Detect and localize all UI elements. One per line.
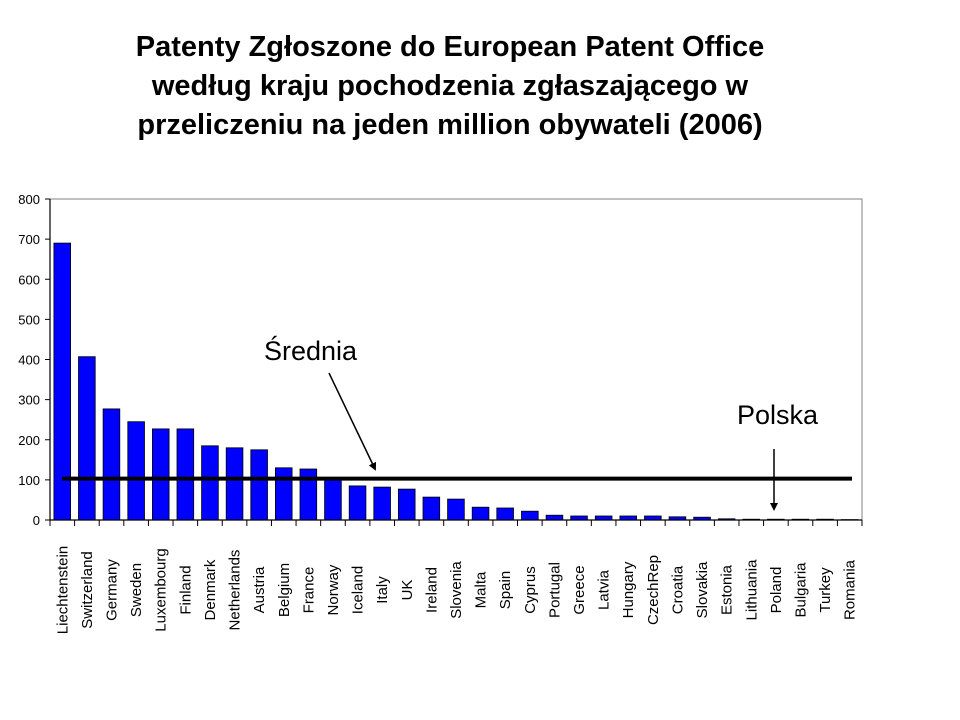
x-tick-label: Ireland [423,567,440,613]
x-tick-label: Bulgaria [792,562,809,618]
y-tick-label: 400 [18,353,40,368]
x-tick-label: Liechtenstein [54,546,71,634]
y-tick-label: 600 [18,272,40,287]
bar-uk [397,488,416,521]
bar-luxembourg [151,428,170,521]
bar-spain [496,507,514,521]
x-tick-label: Austria [251,566,268,613]
bar-austria [250,449,268,521]
x-tick-label: Hungary [620,561,637,618]
x-tick-label: Turkey [817,567,834,613]
y-tick-label: 800 [18,192,40,207]
bar-slovenia [447,498,465,521]
average-annotation-label: Średnia [264,334,358,366]
bar-italy [373,486,391,521]
y-tick-label: 300 [18,393,40,408]
y-tick-label: 0 [33,513,40,528]
x-tick-label: Denmark [202,559,219,620]
x-tick-label: France [300,567,317,614]
x-tick-label: CzechRep [645,555,662,625]
x-tick-label: Latvia [596,569,613,610]
y-tick-label: 100 [18,473,40,488]
x-tick-label: UK [399,580,416,601]
x-tick-label: Poland [768,567,785,614]
plot-area-border [49,198,863,521]
x-tick-label: Germany [104,559,121,621]
y-axis: 0 100 200 300 400 500 600 700 800 [18,192,51,528]
x-tick-label: Cyprus [522,566,539,614]
x-tick-label: Slovakia [694,561,711,618]
bar-netherlands [225,447,244,521]
bar-ireland [422,496,441,521]
x-tick-label: Portugal [546,562,563,618]
x-tick-label: Norway [325,564,342,615]
y-tick-label: 500 [18,312,40,327]
bar-portugal [545,514,564,521]
x-tick-label: Luxembourg [153,548,170,631]
x-tick-label: Greece [571,565,588,614]
x-tick-label: Finland [177,565,194,614]
bar-belgium [274,467,293,521]
poland-annotation-label: Polska [737,400,819,430]
x-tick-label: Sweden [128,563,145,617]
chart-title-line-2: według kraju pochodzenia zgłaszającego w [151,70,749,102]
bar-malta [471,506,490,521]
x-tick-label: Switzerland [79,551,96,629]
bar-norway [324,479,342,521]
bar-france [299,468,318,521]
x-tick-label: Croatia [669,565,686,614]
chart-title-line-1: Patenty Zgłoszone do European Patent Off… [135,31,765,63]
x-tick-label: Romania [842,559,859,620]
x-tick-label: Netherlands [227,550,244,631]
x-axis: Liechtenstein Switzerland Germany Sweden Lux… [49,519,863,634]
x-tick-label: Italy [374,576,391,604]
average-annotation-arrow [328,372,377,471]
bar-iceland [348,485,367,521]
bar-cyprus [521,510,539,521]
x-tick-label: Lithuania [743,559,760,621]
chart-title: Patenty Zgłoszone do European Patent Off… [0,28,900,145]
x-tick-label: Iceland [350,566,367,614]
chart-title-line-3: przeliczeniu na jeden million obywateli … [137,109,763,141]
y-tick-label: 700 [18,232,40,247]
bar-switzerland [78,356,96,521]
x-tick-label: Slovenia [448,561,465,619]
bar-sweden [127,421,145,521]
bar-finland [176,428,195,521]
x-tick-label: Estonia [719,564,736,615]
bar-germany [102,408,121,521]
x-tick-label: Belgium [276,563,293,617]
y-tick-label: 200 [18,433,40,448]
x-tick-label: Malta [473,571,490,608]
bar-denmark [201,445,219,521]
x-tick-label: Spain [497,571,514,609]
